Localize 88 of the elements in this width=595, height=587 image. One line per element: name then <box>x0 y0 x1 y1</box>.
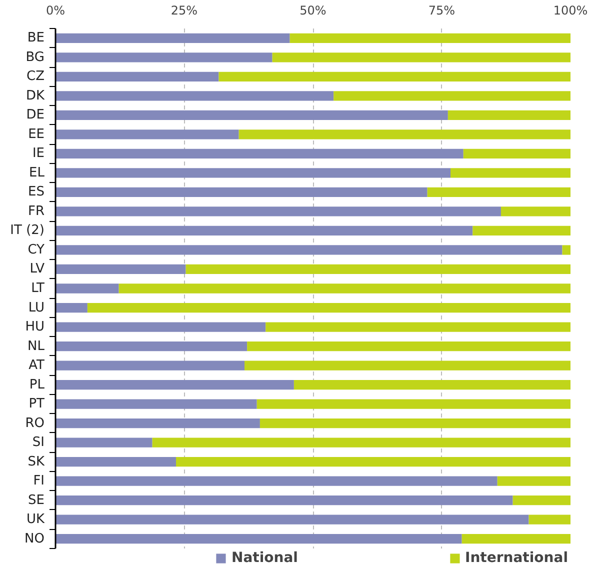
bar <box>427 187 570 198</box>
bar <box>56 110 448 120</box>
y-tick-label: IE <box>32 146 45 162</box>
y-tick-label: LV <box>30 262 45 277</box>
bar <box>56 418 260 428</box>
bar <box>500 206 570 216</box>
bar <box>244 360 570 370</box>
bar <box>462 534 570 544</box>
bar <box>56 245 562 255</box>
bar <box>118 284 570 294</box>
bar <box>56 322 266 332</box>
y-tick-label: SE <box>28 492 45 508</box>
bar <box>56 187 428 198</box>
bar <box>56 33 290 43</box>
bar <box>247 341 570 352</box>
bar <box>528 514 570 524</box>
bar <box>56 226 473 236</box>
x-tick-label: 75% <box>428 4 456 18</box>
y-tick-label: EL <box>29 165 46 180</box>
legend-label: National <box>231 550 298 566</box>
bar <box>260 418 570 428</box>
y-tick-label: SK <box>28 454 45 470</box>
bar <box>512 496 570 506</box>
bar <box>56 380 294 390</box>
y-tick-label: LU <box>28 300 45 316</box>
y-tick-label: ES <box>28 184 45 200</box>
y-tick-label: LT <box>31 281 45 296</box>
x-tick-label: 100% <box>553 4 588 18</box>
x-tick-label: 25% <box>170 4 198 18</box>
bar <box>56 168 451 178</box>
bar <box>186 264 570 274</box>
y-tick-label: DE <box>26 108 45 123</box>
bar <box>56 264 186 274</box>
bar <box>56 476 498 486</box>
y-tick-label: DK <box>26 88 45 104</box>
bar <box>56 91 334 101</box>
bar <box>56 130 239 140</box>
bar <box>562 245 570 255</box>
y-tick-label: CY <box>28 242 45 258</box>
bar <box>56 52 272 62</box>
y-tick-label: HU <box>25 320 45 335</box>
bar <box>290 33 570 43</box>
bar <box>56 534 462 544</box>
y-tick-label: PT <box>28 396 45 412</box>
bar <box>56 206 501 216</box>
y-tick-label: EE <box>28 126 45 142</box>
y-tick-label: BG <box>26 50 44 65</box>
bar <box>56 302 88 313</box>
y-tick-label: FR <box>28 204 45 219</box>
y-tick-label: PL <box>29 377 46 392</box>
y-tick-label: AT <box>28 358 45 374</box>
bar <box>472 226 570 236</box>
bar <box>450 168 570 178</box>
y-tick-label: IT (2) <box>10 223 45 238</box>
y-tick-label: CZ <box>26 69 45 84</box>
legend-label: International <box>464 550 568 566</box>
bar <box>334 91 570 101</box>
bar <box>56 438 152 448</box>
x-tick-label: 0% <box>46 4 66 18</box>
bar <box>497 476 570 486</box>
bar <box>56 148 464 158</box>
bar <box>463 148 570 158</box>
bar <box>294 380 570 390</box>
bar <box>56 514 529 524</box>
bar <box>266 322 570 332</box>
bar <box>272 52 570 62</box>
bar <box>256 399 570 409</box>
y-tick-label: SI <box>32 435 45 450</box>
bar <box>56 284 119 294</box>
y-tick-label: UK <box>26 512 45 528</box>
bar <box>152 438 570 448</box>
bar <box>56 496 513 506</box>
y-tick-label: FI <box>33 474 44 489</box>
y-tick-label: BE <box>27 30 45 46</box>
y-tick-label: NL <box>28 338 46 354</box>
bar <box>56 457 176 467</box>
bar <box>176 457 570 467</box>
x-tick-label: 50% <box>300 4 326 18</box>
y-tick-label: NO <box>24 531 45 546</box>
bar <box>218 72 570 82</box>
bar <box>448 110 570 120</box>
bar <box>56 399 257 409</box>
y-tick-label: RO <box>25 416 44 431</box>
bar <box>56 72 219 82</box>
bar <box>56 341 248 352</box>
bar <box>56 360 245 370</box>
bar <box>87 302 570 313</box>
bar <box>238 130 570 140</box>
